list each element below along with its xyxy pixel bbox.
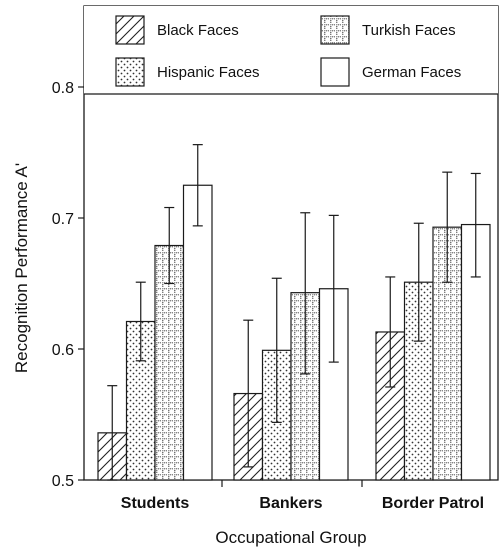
legend-label-hispanic-faces: Hispanic Faces — [157, 64, 260, 81]
bars-group — [97, 184, 491, 481]
error-bar-border-patrol-hispanic-faces — [413, 222, 424, 342]
y-tick-label-0-5: 0.5 — [52, 473, 74, 490]
error-bar-bankers-turkish-faces — [300, 212, 311, 375]
y-axis-title: Recognition Performance A' — [12, 163, 31, 373]
error-bar-students-black-faces — [107, 385, 118, 481]
error-bars-group — [107, 144, 481, 481]
y-tick-label-0-8: 0.8 — [52, 80, 74, 97]
error-bar-students-turkish-faces — [164, 206, 175, 285]
legend: Black Faces Hispanic Faces Turkish Faces… — [84, 6, 498, 95]
y-tick-label-0-6: 0.6 — [52, 342, 74, 359]
error-bar-students-hispanic-faces — [135, 281, 146, 362]
y-tick-label-0-7: 0.7 — [52, 211, 74, 228]
legend-swatch-german-faces — [320, 57, 350, 87]
legend-label-black-faces: Black Faces — [157, 22, 239, 39]
x-tick-label-students: Students — [121, 495, 190, 512]
legend-box — [84, 6, 498, 94]
error-bar-bankers-german-faces — [328, 214, 339, 363]
x-axis: Students Bankers Border Patrol — [121, 480, 484, 512]
error-bar-border-patrol-black-faces — [385, 276, 396, 388]
legend-swatch-turkish-faces — [320, 15, 350, 45]
error-bar-students-german-faces — [192, 144, 203, 227]
legend-swatch-hispanic-faces — [115, 57, 145, 87]
legend-swatch-black-faces — [115, 15, 145, 45]
x-tick-label-border-patrol: Border Patrol — [382, 495, 484, 512]
x-axis-title: Occupational Group — [215, 528, 366, 547]
error-bar-bankers-hispanic-faces — [271, 277, 282, 423]
error-bar-border-patrol-german-faces — [470, 172, 481, 278]
error-bar-bankers-black-faces — [243, 319, 254, 468]
legend-label-german-faces: German Faces — [362, 64, 461, 81]
error-bar-border-patrol-turkish-faces — [442, 171, 453, 283]
y-axis: 0.5 0.6 0.7 0.8 — [52, 80, 84, 490]
legend-label-turkish-faces: Turkish Faces — [362, 22, 456, 39]
bar-students-german-faces — [182, 184, 213, 481]
x-tick-label-bankers: Bankers — [259, 495, 322, 512]
